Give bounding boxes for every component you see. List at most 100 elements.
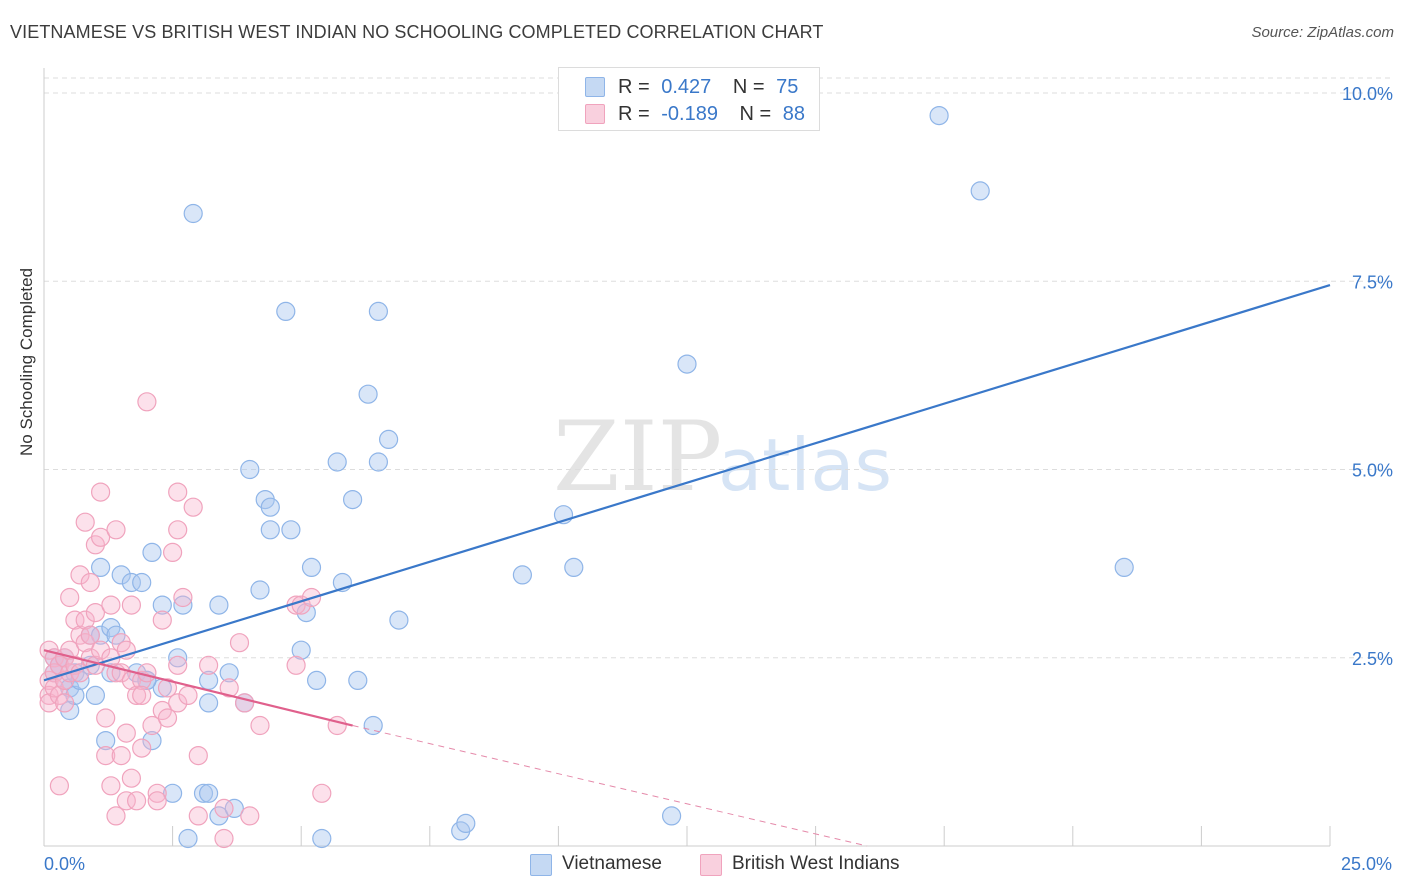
point-british-west-indians <box>101 595 121 615</box>
point-british-west-indians <box>178 685 198 706</box>
point-vietnamese <box>193 783 214 803</box>
point-vietnamese <box>327 452 347 472</box>
point-vietnamese <box>358 384 378 404</box>
point-vietnamese <box>209 595 229 615</box>
legend-n-value: 88 <box>782 103 806 125</box>
legend-n-label: N = <box>732 76 765 98</box>
point-vietnamese <box>677 354 697 374</box>
point-british-west-indians <box>137 392 157 412</box>
point-vietnamese <box>65 685 85 706</box>
point-vietnamese <box>224 798 244 819</box>
y-tick-label: 2.5% <box>1352 649 1393 669</box>
point-vietnamese <box>199 783 219 803</box>
trend-line-british-west-indians <box>43 649 353 727</box>
point-vietnamese <box>312 828 332 849</box>
point-british-west-indians <box>147 783 167 803</box>
point-vietnamese <box>90 557 111 578</box>
point-british-west-indians <box>168 482 188 502</box>
point-vietnamese <box>85 685 106 706</box>
point-british-west-indians <box>85 602 106 623</box>
point-british-west-indians <box>240 806 260 826</box>
point-british-west-indians <box>106 520 126 540</box>
point-vietnamese <box>132 572 152 593</box>
point-vietnamese <box>173 595 193 615</box>
point-british-west-indians <box>168 693 188 713</box>
point-vietnamese <box>142 542 162 563</box>
point-vietnamese <box>240 459 260 480</box>
point-british-west-indians <box>39 693 59 713</box>
point-british-west-indians <box>157 708 178 728</box>
chart-source: Source: ZipAtlas.com <box>1251 24 1394 41</box>
point-british-west-indians <box>168 655 188 675</box>
legend-r-value: -0.189 <box>661 103 718 125</box>
trend-lines <box>43 284 1331 847</box>
legend-r-label: R = <box>618 76 650 98</box>
point-british-west-indians <box>96 708 116 728</box>
point-vietnamese <box>1114 557 1134 578</box>
point-british-west-indians <box>106 806 126 826</box>
tick-labels: 2.5% 5.0% 7.5% 10.0% 0.0% 25.0% <box>44 84 1393 874</box>
point-british-west-indians <box>132 738 152 758</box>
legend-n-label: N = <box>739 103 772 125</box>
point-vietnamese <box>368 301 388 321</box>
point-british-west-indians <box>188 806 208 826</box>
point-vietnamese <box>276 301 296 321</box>
point-vietnamese <box>90 625 111 645</box>
point-british-west-indians <box>60 587 80 608</box>
trend-extension-british-west-indians <box>352 725 868 847</box>
point-vietnamese <box>199 693 219 713</box>
point-vietnamese <box>96 730 116 751</box>
point-british-west-indians <box>121 768 141 788</box>
point-vietnamese <box>219 663 239 683</box>
point-british-west-indians <box>173 587 193 608</box>
x-tick-label-max: 25.0% <box>1341 854 1392 874</box>
axes <box>43 68 1331 847</box>
point-british-west-indians <box>111 745 131 766</box>
point-british-west-indians <box>49 776 70 796</box>
point-british-west-indians <box>54 693 75 713</box>
point-british-west-indians <box>152 610 172 630</box>
point-british-west-indians <box>75 610 95 630</box>
legend: R = 0.427 N = 75 R = -0.189 N = 88 <box>558 67 820 131</box>
point-vietnamese <box>564 557 584 578</box>
point-vietnamese <box>929 105 949 126</box>
point-british-west-indians <box>90 640 111 660</box>
point-vietnamese <box>111 565 131 585</box>
point-british-west-indians <box>90 482 111 502</box>
grid <box>44 77 1392 659</box>
point-british-west-indians <box>183 497 203 517</box>
point-british-west-indians <box>96 745 116 766</box>
point-british-west-indians <box>229 633 250 653</box>
chart-title: VIETNAMESE VS BRITISH WEST INDIAN NO SCH… <box>10 22 824 42</box>
point-british-west-indians <box>127 791 147 811</box>
point-british-west-indians <box>116 791 136 811</box>
point-vietnamese <box>512 565 533 585</box>
point-british-west-indians <box>168 520 188 540</box>
y-tick-label: 7.5% <box>1352 272 1393 292</box>
point-vietnamese <box>301 557 322 578</box>
legend-swatch-vietnamese <box>585 77 605 97</box>
point-vietnamese <box>70 670 90 691</box>
y-axis-label: No Schooling Completed <box>17 267 36 456</box>
data-points <box>39 105 1134 849</box>
point-british-west-indians <box>142 715 162 736</box>
point-british-west-indians <box>70 565 90 585</box>
point-british-west-indians <box>90 527 111 547</box>
point-vietnamese <box>121 572 141 593</box>
point-vietnamese <box>343 490 363 510</box>
point-vietnamese <box>142 730 162 751</box>
point-british-west-indians <box>65 610 85 630</box>
point-vietnamese <box>281 520 301 540</box>
point-vietnamese <box>661 806 682 826</box>
bottom-legend-swatch-british-west-indians <box>700 854 722 876</box>
point-vietnamese <box>260 497 280 517</box>
point-british-west-indians <box>75 512 95 532</box>
point-vietnamese <box>178 828 198 849</box>
point-vietnamese <box>389 610 409 630</box>
point-vietnamese <box>307 670 327 691</box>
point-vietnamese <box>970 181 990 201</box>
point-vietnamese <box>183 203 203 224</box>
point-vietnamese <box>348 670 368 691</box>
point-british-west-indians <box>132 685 152 706</box>
